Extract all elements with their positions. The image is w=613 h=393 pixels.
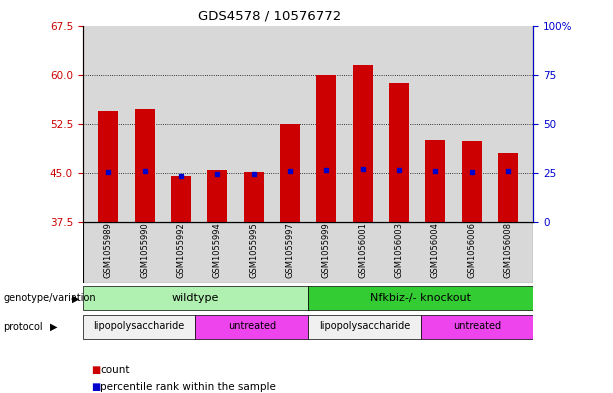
Bar bbox=[316, 75, 336, 222]
Bar bbox=[352, 65, 373, 222]
FancyBboxPatch shape bbox=[421, 315, 533, 339]
Text: GSM1055989: GSM1055989 bbox=[104, 222, 113, 278]
Text: GSM1055990: GSM1055990 bbox=[140, 222, 149, 278]
Bar bbox=[207, 170, 227, 222]
Text: GSM1056001: GSM1056001 bbox=[358, 222, 367, 278]
Text: ▶: ▶ bbox=[72, 293, 80, 303]
Bar bbox=[98, 111, 118, 222]
Bar bbox=[498, 153, 518, 222]
Text: wildtype: wildtype bbox=[172, 293, 219, 303]
Text: ▶: ▶ bbox=[50, 322, 58, 332]
Bar bbox=[462, 141, 482, 222]
Text: GSM1055994: GSM1055994 bbox=[213, 222, 222, 278]
Text: Nfkbiz-/- knockout: Nfkbiz-/- knockout bbox=[370, 293, 471, 303]
Text: GSM1056003: GSM1056003 bbox=[394, 222, 403, 278]
Text: GSM1056004: GSM1056004 bbox=[431, 222, 440, 278]
FancyBboxPatch shape bbox=[83, 315, 196, 339]
Text: count: count bbox=[100, 365, 129, 375]
Text: GSM1056006: GSM1056006 bbox=[467, 222, 476, 278]
Text: protocol: protocol bbox=[3, 322, 43, 332]
Bar bbox=[280, 124, 300, 222]
FancyBboxPatch shape bbox=[308, 315, 421, 339]
Text: genotype/variation: genotype/variation bbox=[3, 293, 96, 303]
Text: ■: ■ bbox=[91, 365, 100, 375]
FancyBboxPatch shape bbox=[308, 286, 533, 310]
Text: untreated: untreated bbox=[227, 321, 276, 331]
Text: GSM1056008: GSM1056008 bbox=[503, 222, 512, 278]
FancyBboxPatch shape bbox=[83, 222, 533, 283]
Text: ■: ■ bbox=[91, 382, 100, 393]
Text: GSM1055995: GSM1055995 bbox=[249, 222, 258, 278]
Text: lipopolysaccharide: lipopolysaccharide bbox=[319, 321, 410, 331]
Bar bbox=[425, 140, 445, 222]
Bar bbox=[243, 172, 264, 222]
Bar bbox=[171, 176, 191, 222]
Text: GSM1055999: GSM1055999 bbox=[322, 222, 330, 278]
FancyBboxPatch shape bbox=[196, 315, 308, 339]
Text: GSM1055997: GSM1055997 bbox=[286, 222, 294, 278]
Text: percentile rank within the sample: percentile rank within the sample bbox=[100, 382, 276, 393]
Text: lipopolysaccharide: lipopolysaccharide bbox=[93, 321, 185, 331]
Text: GSM1055992: GSM1055992 bbox=[177, 222, 185, 278]
Bar bbox=[134, 109, 154, 222]
Text: GDS4578 / 10576772: GDS4578 / 10576772 bbox=[198, 10, 341, 23]
Bar bbox=[389, 83, 409, 222]
FancyBboxPatch shape bbox=[83, 286, 308, 310]
Text: untreated: untreated bbox=[453, 321, 501, 331]
